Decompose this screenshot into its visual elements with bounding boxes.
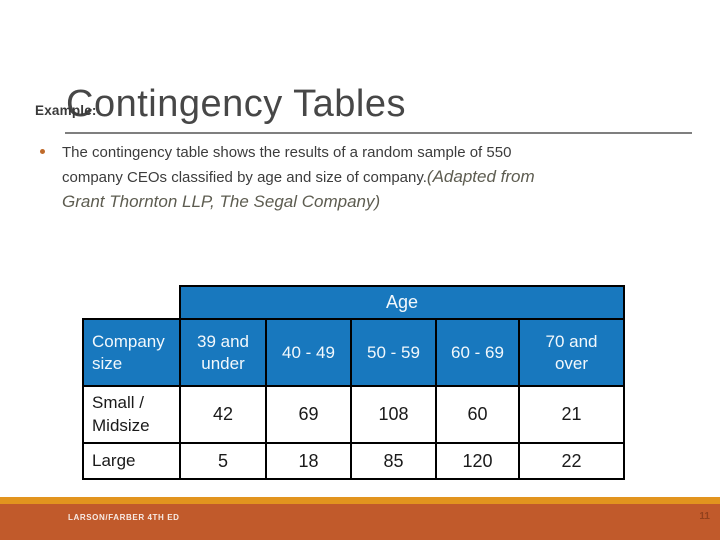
citation-start: (Adapted from	[426, 167, 535, 186]
title-divider	[65, 132, 692, 134]
bullet-line-1: The contingency table shows the results …	[62, 144, 512, 161]
citation-end: Grant Thornton LLP, The Segal Company)	[62, 192, 381, 211]
table-row-small-midsize: Small / Midsize 42 69 108 60 21	[82, 385, 625, 444]
column-header-company-size: Company size	[82, 318, 181, 387]
bullet-paragraph: The contingency table shows the results …	[40, 141, 680, 215]
page-title: Contingency Tables	[66, 83, 406, 125]
bullet-line-2-regular: company CEOs classified by age and size …	[62, 169, 427, 186]
footer-band: LARSON/FARBER 4TH ED 11	[0, 504, 720, 540]
age-group-header: Age	[179, 285, 625, 320]
bullet-line-2: company CEOs classified by age and size …	[62, 165, 680, 190]
table-cell: 42	[179, 385, 267, 444]
column-header-39-under: 39 and under	[179, 318, 267, 387]
column-header-50-59: 50 - 59	[350, 318, 437, 387]
column-header-70-over: 70 and over	[518, 318, 625, 387]
table-row-large: Large 5 18 85 120 22	[82, 442, 625, 480]
table-cell: 108	[350, 385, 437, 444]
column-header-60-69: 60 - 69	[435, 318, 520, 387]
table-cell: 21	[518, 385, 625, 444]
column-header-row: Company size 39 and under 40 - 49 50 - 5…	[82, 318, 625, 387]
table-cell: 69	[265, 385, 352, 444]
example-label: Example:	[35, 103, 97, 118]
contingency-table: Age Company size 39 and under 40 - 49 50…	[82, 285, 625, 480]
table-cell: 60	[435, 385, 520, 444]
table-cell: 120	[435, 442, 520, 480]
table-cell: 85	[350, 442, 437, 480]
bullet-line-3: Grant Thornton LLP, The Segal Company)	[62, 190, 680, 215]
table-corner-cell	[83, 286, 180, 319]
row-label: Large	[82, 442, 181, 480]
footer-accent-strip	[0, 497, 720, 504]
row-label: Small / Midsize	[82, 385, 181, 444]
table-cell: 18	[265, 442, 352, 480]
bullet-text: The contingency table shows the results …	[62, 141, 680, 215]
column-header-40-49: 40 - 49	[265, 318, 352, 387]
table-cell: 5	[179, 442, 267, 480]
age-group-row: Age	[83, 285, 625, 320]
bullet-icon	[40, 149, 45, 154]
footer-credit: LARSON/FARBER 4TH ED	[68, 513, 180, 522]
page-number: 11	[699, 511, 710, 522]
table-cell: 22	[518, 442, 625, 480]
